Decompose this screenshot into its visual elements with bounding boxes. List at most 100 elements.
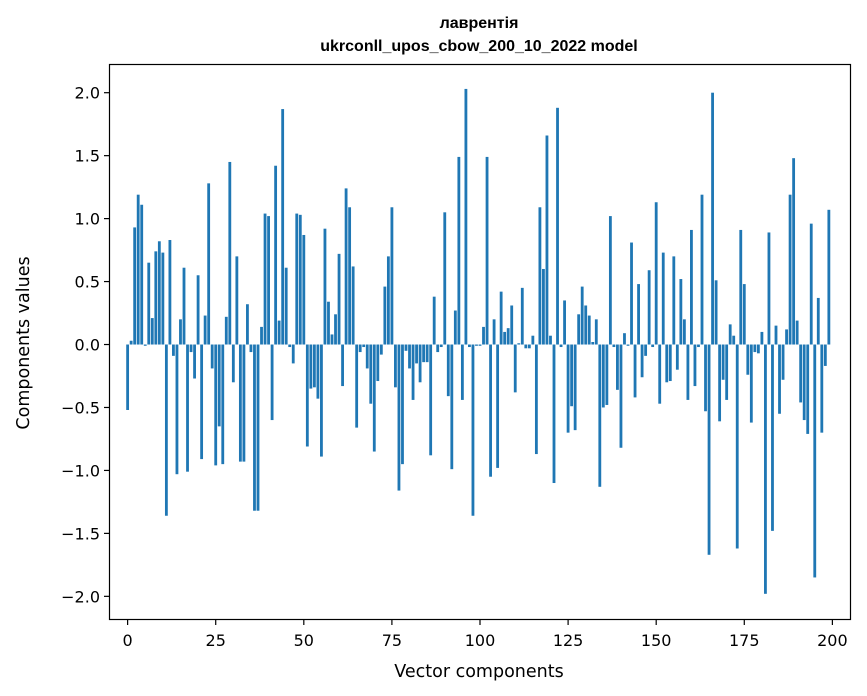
x-tick-label: 150 bbox=[641, 631, 672, 650]
x-tick-label: 200 bbox=[817, 631, 848, 650]
bar-129 bbox=[580, 286, 584, 345]
bar-181 bbox=[764, 344, 767, 594]
bar-101 bbox=[482, 326, 485, 345]
bar-64 bbox=[351, 266, 355, 345]
bar-72 bbox=[379, 344, 383, 355]
bar-99 bbox=[475, 344, 478, 346]
bar-1 bbox=[129, 340, 133, 345]
x-tick-label: 25 bbox=[206, 631, 226, 650]
bar-119 bbox=[545, 135, 549, 345]
bar-77 bbox=[397, 344, 401, 491]
bar-79 bbox=[404, 344, 408, 351]
bar-13 bbox=[172, 344, 175, 356]
bar-12 bbox=[168, 240, 172, 345]
bar-120 bbox=[549, 335, 552, 345]
bar-115 bbox=[531, 335, 535, 345]
bar-145 bbox=[637, 284, 640, 345]
bar-192 bbox=[802, 344, 806, 421]
bar-60 bbox=[337, 253, 341, 345]
bar-6 bbox=[147, 262, 151, 345]
bar-38 bbox=[260, 326, 263, 345]
bar-175 bbox=[742, 284, 746, 345]
bar-97 bbox=[468, 344, 471, 348]
bar-91 bbox=[446, 344, 450, 397]
bar-178 bbox=[753, 344, 757, 353]
bar-0 bbox=[126, 344, 130, 410]
bar-35 bbox=[249, 344, 253, 353]
bar-47 bbox=[291, 344, 295, 364]
bar-142 bbox=[626, 344, 630, 346]
bar-36 bbox=[253, 344, 256, 511]
bar-124 bbox=[563, 300, 566, 345]
bar-177 bbox=[749, 344, 753, 423]
bar-106 bbox=[499, 291, 503, 345]
bar-93 bbox=[453, 310, 457, 345]
bar-195 bbox=[813, 344, 817, 578]
y-tick-label: 2.0 bbox=[75, 84, 100, 103]
bar-59 bbox=[334, 314, 337, 345]
bar-23 bbox=[207, 183, 211, 345]
bar-143 bbox=[630, 242, 633, 345]
bar-83 bbox=[418, 344, 422, 383]
bar-132 bbox=[591, 342, 595, 345]
bar-104 bbox=[492, 319, 496, 345]
bar-172 bbox=[732, 335, 736, 345]
bar-196 bbox=[816, 297, 820, 345]
bar-183 bbox=[771, 344, 774, 531]
bar-162 bbox=[697, 344, 700, 348]
bar-109 bbox=[510, 305, 514, 345]
bar-197 bbox=[820, 344, 824, 433]
bar-157 bbox=[679, 279, 683, 345]
bar-8 bbox=[154, 251, 158, 345]
bar-89 bbox=[439, 344, 443, 348]
bar-128 bbox=[577, 314, 581, 345]
bar-58 bbox=[330, 334, 334, 345]
bar-66 bbox=[358, 344, 362, 353]
bar-185 bbox=[778, 344, 781, 414]
bar-133 bbox=[594, 319, 598, 345]
chart-subtitle: ukrconll_upos_cbow_200_10_2022 model bbox=[320, 38, 637, 55]
bar-187 bbox=[785, 329, 788, 345]
x-tick-label: 125 bbox=[553, 631, 584, 650]
bar-52 bbox=[309, 344, 313, 389]
bar-54 bbox=[316, 344, 320, 399]
bar-10 bbox=[161, 252, 165, 345]
bar-125 bbox=[566, 344, 570, 433]
bar-61 bbox=[341, 344, 344, 387]
bar-81 bbox=[411, 344, 415, 400]
bar-174 bbox=[739, 229, 743, 345]
bar-96 bbox=[464, 88, 468, 345]
bar-53 bbox=[312, 344, 316, 388]
y-tick-label: −0.5 bbox=[61, 398, 100, 417]
bar-82 bbox=[415, 344, 418, 364]
bar-170 bbox=[725, 344, 729, 400]
y-tick-label: −1.5 bbox=[61, 524, 100, 543]
bar-44 bbox=[281, 109, 285, 345]
bar-15 bbox=[179, 319, 182, 345]
bar-135 bbox=[601, 344, 605, 408]
x-axis-label: Vector components bbox=[394, 662, 563, 682]
bar-43 bbox=[277, 320, 281, 345]
bar-114 bbox=[527, 344, 531, 349]
bar-102 bbox=[485, 156, 489, 345]
bar-80 bbox=[408, 344, 411, 369]
bar-33 bbox=[242, 344, 246, 462]
bar-74 bbox=[386, 256, 390, 345]
bar-48 bbox=[295, 213, 299, 345]
bar-161 bbox=[693, 344, 697, 387]
bar-126 bbox=[570, 344, 574, 407]
bar-3 bbox=[136, 194, 140, 345]
bar-34 bbox=[246, 304, 249, 345]
bar-179 bbox=[756, 344, 760, 354]
bar-136 bbox=[605, 344, 609, 405]
bar-85 bbox=[425, 344, 429, 363]
y-tick-label: −2.0 bbox=[61, 587, 100, 606]
bar-140 bbox=[619, 344, 623, 448]
bar-46 bbox=[288, 344, 292, 348]
bar-11 bbox=[164, 344, 168, 516]
bar-69 bbox=[369, 344, 373, 404]
bar-87 bbox=[432, 296, 436, 345]
bar-49 bbox=[298, 214, 302, 345]
bar-41 bbox=[270, 344, 274, 421]
